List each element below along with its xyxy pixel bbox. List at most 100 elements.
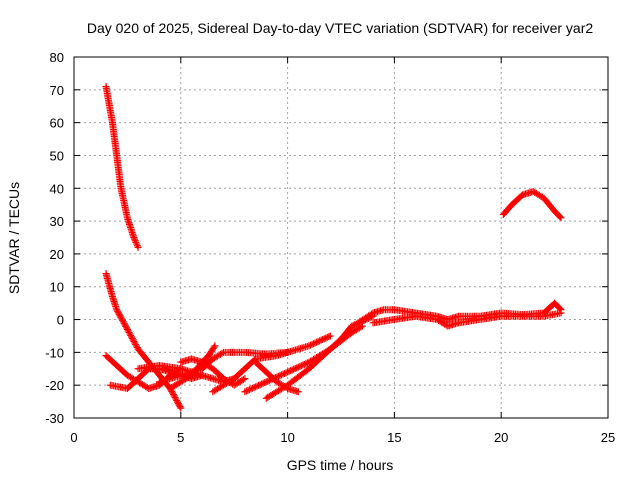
data-point	[247, 385, 255, 393]
data-series-arc-2	[102, 270, 185, 412]
data-point	[114, 309, 122, 317]
data-point	[256, 381, 264, 389]
data-point	[319, 335, 327, 343]
data-point	[133, 240, 141, 248]
data-point	[123, 324, 131, 332]
axis-ticks: 0 5 10 15 20 25 -30 -20 -10 0 10 20 30 40 50 60 70 80	[45, 50, 615, 445]
data-point	[261, 379, 269, 387]
data-point	[255, 381, 263, 389]
data-point	[130, 338, 138, 346]
x-tick-label: 0	[70, 430, 77, 445]
data-point	[284, 368, 292, 376]
data-point	[132, 238, 140, 246]
data-point	[276, 372, 284, 380]
data-point	[113, 306, 121, 314]
data-point	[305, 342, 313, 350]
chart-title: Day 020 of 2025, Sidereal Day-to-day VTE…	[87, 20, 593, 36]
data-point	[282, 369, 290, 377]
data-point	[310, 340, 318, 348]
data-point	[294, 388, 302, 396]
data-point	[322, 334, 330, 342]
x-tick-label: 25	[601, 430, 615, 445]
data-point	[120, 319, 128, 327]
data-series-arc-12	[262, 312, 377, 402]
data-point	[245, 386, 253, 394]
data-point	[258, 380, 266, 388]
data-point	[285, 367, 293, 375]
data-point	[306, 341, 314, 349]
data-point	[125, 328, 133, 336]
data-point	[316, 337, 324, 345]
data-point	[281, 369, 289, 377]
data-point	[294, 363, 302, 371]
data-point	[291, 365, 299, 373]
data-point	[170, 392, 178, 400]
data-point	[121, 321, 129, 329]
data-point	[117, 313, 125, 321]
data-point	[556, 305, 564, 313]
data-point	[131, 235, 139, 243]
data-point	[122, 322, 130, 330]
data-point	[302, 360, 310, 368]
y-tick-label: 80	[50, 50, 64, 65]
data-point	[259, 379, 267, 387]
data-point	[242, 387, 250, 395]
data-point	[175, 401, 183, 409]
data-point	[252, 383, 260, 391]
data-point	[300, 360, 308, 368]
data-point	[313, 338, 321, 346]
data-point	[290, 365, 298, 373]
data-point	[114, 307, 122, 315]
data-point	[244, 386, 252, 394]
y-tick-label: 30	[50, 214, 64, 229]
data-point	[131, 237, 139, 245]
data-point	[118, 316, 126, 324]
data-series-arc-15	[444, 299, 565, 324]
x-tick-label: 10	[280, 430, 294, 445]
data-point	[296, 362, 304, 370]
data-point	[128, 334, 136, 342]
data-series-arc-11	[252, 358, 302, 396]
data-point	[293, 364, 301, 372]
plot-frame	[73, 56, 609, 419]
x-tick-label: 15	[387, 430, 401, 445]
data-point	[134, 243, 142, 251]
y-tick-label: 20	[50, 247, 64, 262]
data-point	[299, 361, 307, 369]
data-point	[119, 318, 127, 326]
grid	[74, 57, 608, 418]
y-tick-label: 70	[50, 83, 64, 98]
data-point	[323, 333, 331, 341]
data-point	[211, 342, 219, 350]
data-point	[249, 384, 257, 392]
data-point	[115, 310, 123, 318]
data-point	[131, 339, 139, 347]
data-point	[133, 242, 141, 250]
data-point	[126, 330, 134, 338]
data-series-arc-16	[499, 188, 565, 222]
data-point	[557, 306, 565, 314]
data-series-arc-8	[177, 355, 249, 389]
data-point	[264, 377, 272, 385]
data-point	[171, 394, 179, 402]
data-point	[174, 398, 182, 406]
data-point	[556, 213, 564, 221]
data-point	[173, 397, 181, 405]
data-point	[132, 341, 140, 349]
data-point	[169, 389, 177, 397]
data-point	[303, 359, 311, 367]
data-point	[317, 336, 325, 344]
data-point	[348, 322, 356, 330]
data-point	[129, 336, 137, 344]
data-point	[368, 310, 376, 318]
y-tick-label: 10	[50, 280, 64, 295]
data-point	[174, 400, 182, 408]
data-point	[172, 395, 180, 403]
data-point	[241, 388, 249, 396]
data-point	[325, 333, 333, 341]
data-points	[102, 83, 565, 412]
data-point	[311, 339, 319, 347]
data-point	[118, 315, 126, 323]
